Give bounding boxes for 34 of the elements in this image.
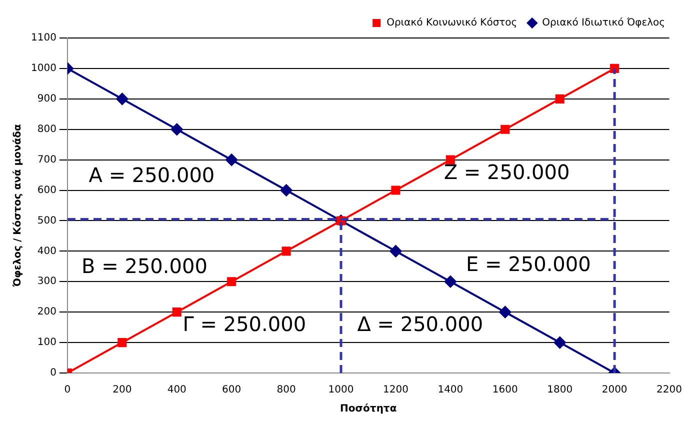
x-tick-label: 1600 [492,384,518,396]
x-tick-label: 800 [276,384,296,396]
x-tick-label: 2000 [602,384,628,396]
y-tick-label: 300 [37,276,56,288]
y-tick-label: 100 [37,337,56,348]
x-tick-label: 1200 [382,384,408,396]
y-tick-label: 1000 [30,63,56,74]
y-tick-label: 1100 [30,32,56,44]
x-tick-label: 600 [222,384,242,396]
legend-label: Οριακό Κοινωνικό Κόστος [386,18,518,29]
y-tick-label: 600 [37,184,56,196]
y-tick-label: 500 [37,215,56,226]
y-tick-label: 800 [37,124,56,135]
x-tick-label: 0 [64,384,71,396]
annotation: A = 250.000 [88,162,215,187]
x-tick-label: 2200 [656,384,682,396]
y-tick-label: 900 [37,94,56,105]
y-tick-label: 0 [50,368,56,379]
y-axis-title: Όφελος / Κόστος ανά μονάδα [12,124,24,288]
x-tick-label: 1800 [547,384,573,396]
annotation: E = 250.000 [466,252,591,276]
annotation: Δ = 250.000 [357,312,484,336]
legend-label: Οριακό Ιδιωτικό Όφελος [542,18,666,29]
annotation: Z = 250.000 [444,160,570,184]
x-tick-label: 1000 [328,384,354,396]
y-tick-label: 200 [37,306,56,318]
y-tick-label: 700 [37,154,56,166]
annotation: B = 250.000 [82,254,208,278]
x-tick-label: 1400 [438,384,464,396]
y-tick-label: 400 [37,246,56,257]
x-axis-title: Ποσότητα [340,404,397,415]
annotation: Γ = 250.000 [182,312,306,336]
x-tick-label: 200 [112,384,132,396]
x-tick-label: 400 [167,384,186,396]
